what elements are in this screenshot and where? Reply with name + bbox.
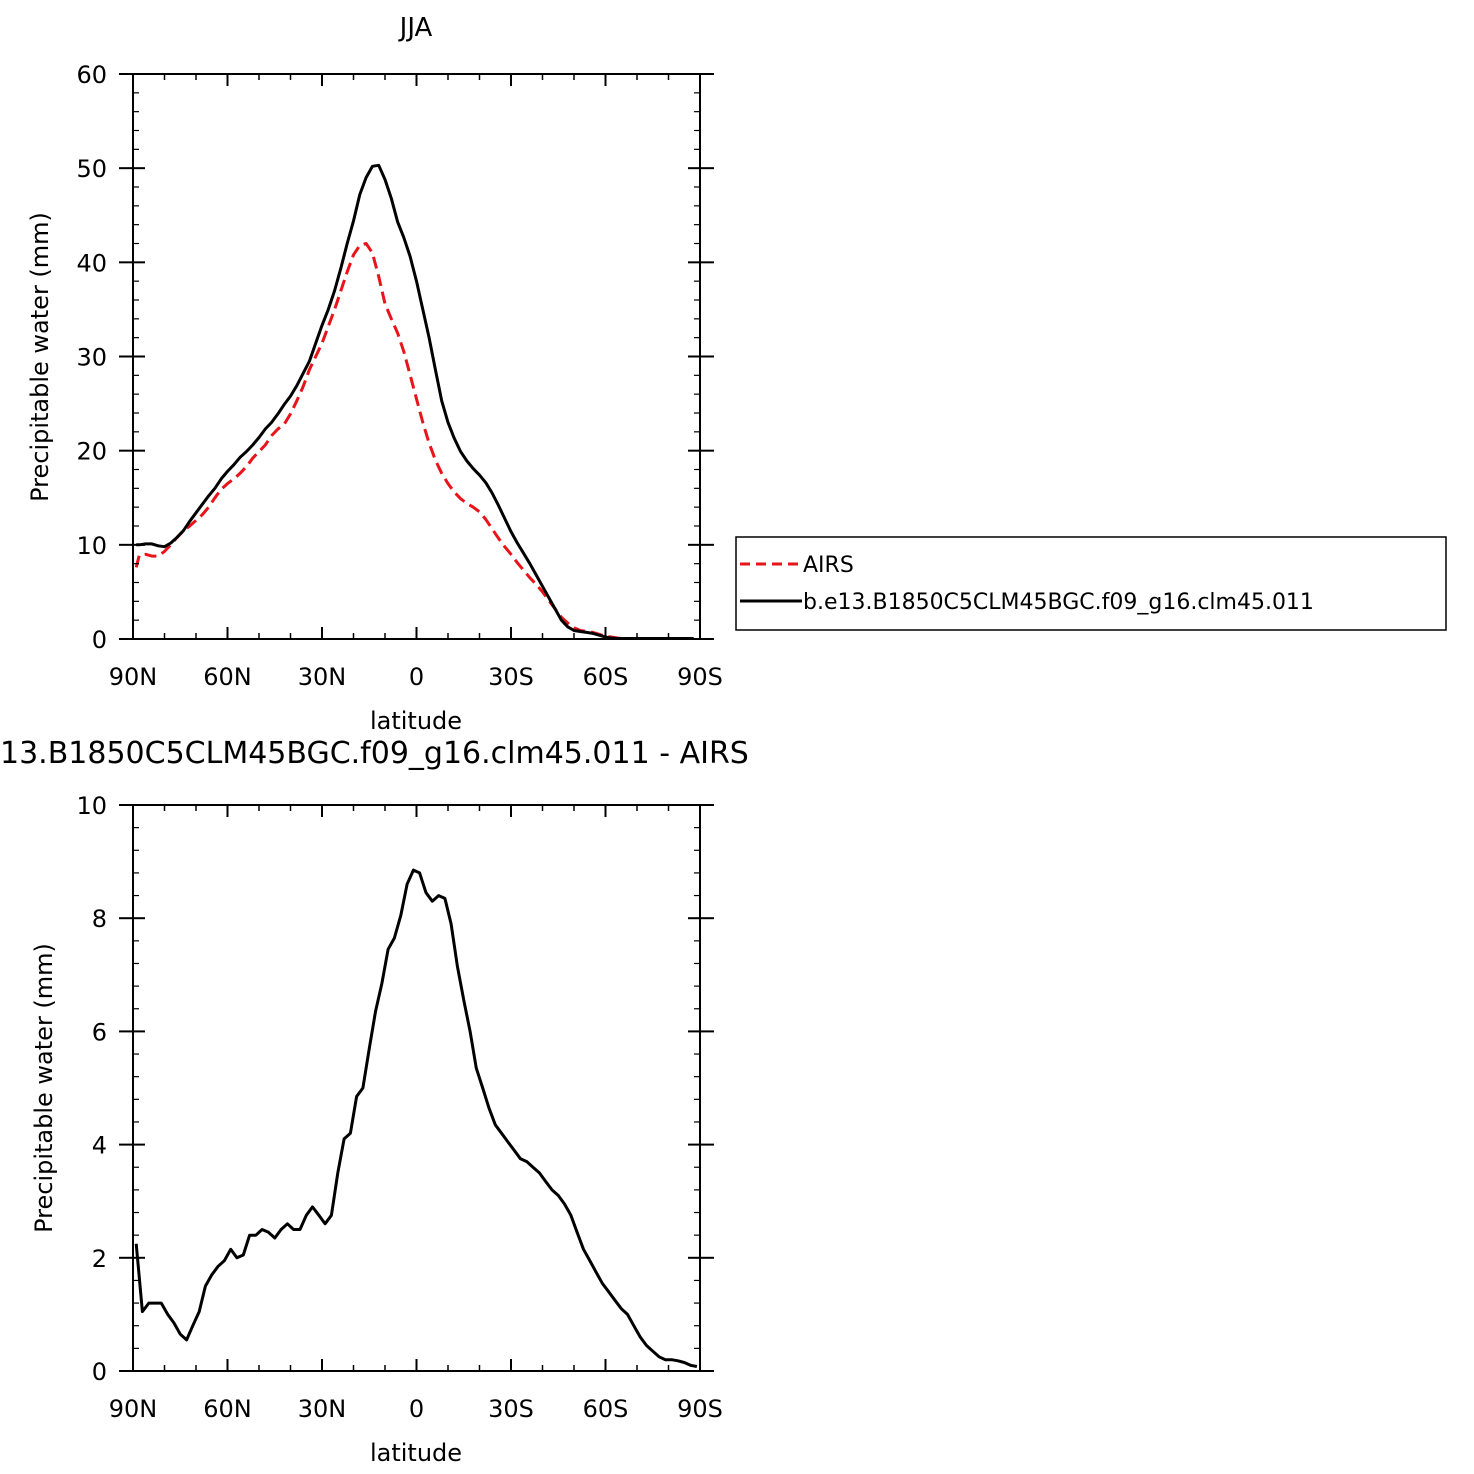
bottom-panel: 13.B1850C5CLM45BGC.f09_g16.clm45.011 - A… <box>0 736 749 1467</box>
bottom-x-tick-label: 90S <box>677 1395 723 1423</box>
top-y-tick-label: 10 <box>76 532 107 560</box>
bottom-y-tick-label: 10 <box>76 792 107 820</box>
bottom-y-tick-label: 2 <box>92 1245 107 1273</box>
bottom-x-axis-label: latitude <box>370 1439 462 1467</box>
bottom-x-tick-label: 30S <box>488 1395 534 1423</box>
legend: AIRS b.e13.B1850C5CLM45BGC.f09_g16.clm45… <box>735 536 1447 631</box>
top-x-axis-label: latitude <box>370 707 462 735</box>
top-series-line-1 <box>136 163 694 640</box>
bottom-frame <box>132 804 701 1372</box>
top-panel: JJA 90N 60N 30N 0 30S 60S 90S 0 10 20 30 40 50 60 lat… <box>26 13 723 735</box>
top-x-tick-label: 30S <box>488 663 534 691</box>
top-x-tick-label: 60N <box>203 663 252 691</box>
top-plot-area: 90N 60N 30N 0 30S 60S 90S 0 10 20 30 40 50 60 <box>76 61 722 691</box>
bottom-x-tick-label: 60S <box>583 1395 629 1423</box>
top-y-tick-label: 50 <box>76 155 107 183</box>
top-series-line-0 <box>134 242 694 640</box>
top-x-tick-label: 30N <box>298 663 347 691</box>
top-y-tick-label: 0 <box>92 626 107 654</box>
top-chart-title: JJA <box>398 13 433 43</box>
legend-label-model: b.e13.B1850C5CLM45BGC.f09_g16.clm45.011 <box>803 590 1314 615</box>
bottom-y-tick-label: 4 <box>92 1132 107 1160</box>
top-y-tick-label: 30 <box>76 344 107 372</box>
legend-label-airs: AIRS <box>803 553 854 578</box>
top-y-tick-label: 20 <box>76 438 107 466</box>
top-x-tick-label: 90N <box>109 663 158 691</box>
bottom-x-tick-label: 30N <box>298 1395 347 1423</box>
bottom-series-line-0 <box>134 868 698 1368</box>
legend-box <box>735 536 1447 631</box>
bottom-chart-title: 13.B1850C5CLM45BGC.f09_g16.clm45.011 - A… <box>0 736 749 771</box>
top-y-tick-label: 40 <box>76 249 107 277</box>
top-y-tick-label: 60 <box>76 61 107 89</box>
bottom-y-tick-label: 8 <box>92 905 107 933</box>
bottom-y-tick-label: 6 <box>92 1018 107 1046</box>
bottom-x-tick-label: 60N <box>203 1395 252 1423</box>
bottom-x-tick-label: 0 <box>409 1395 424 1423</box>
top-frame <box>132 73 701 640</box>
bottom-x-tick-label: 90N <box>109 1395 158 1423</box>
top-x-tick-label: 90S <box>677 663 723 691</box>
bottom-plot-area: 90N 60N 30N 0 30S 60S 90S 0 2 4 6 8 10 <box>76 792 722 1423</box>
bottom-y-tick-label: 0 <box>92 1358 107 1386</box>
top-x-tick-label: 0 <box>409 663 424 691</box>
bottom-y-axis-label: Precipitable water (mm) <box>30 943 58 1233</box>
top-x-tick-label: 60S <box>583 663 629 691</box>
top-y-axis-label: Precipitable water (mm) <box>26 212 54 502</box>
